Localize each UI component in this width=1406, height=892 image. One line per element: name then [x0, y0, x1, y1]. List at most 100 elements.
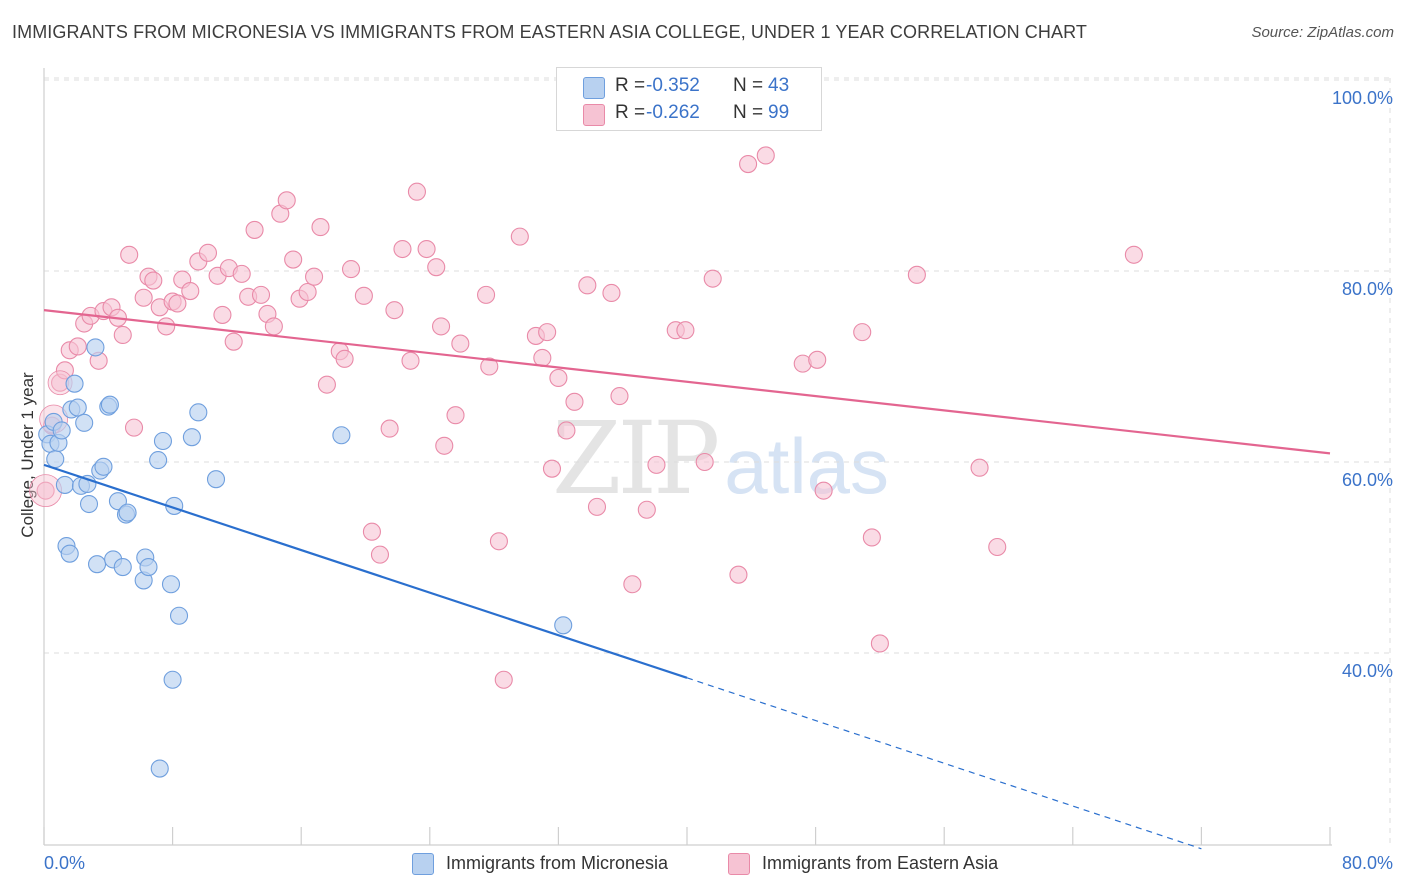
- legend-n-label: N =: [733, 102, 764, 123]
- legend-r-value: -0.262: [646, 102, 700, 123]
- data-point-eastern-asia: [587, 497, 607, 516]
- data-point-micronesia: [75, 413, 94, 432]
- data-point-micronesia: [554, 616, 573, 635]
- data-point-eastern-asia: [120, 245, 139, 264]
- data-point-micronesia: [139, 557, 158, 577]
- data-point-eastern-asia: [756, 146, 775, 165]
- data-point-eastern-asia: [862, 528, 881, 547]
- data-point-eastern-asia: [181, 282, 200, 301]
- y-tick-label: 40.0%: [1342, 661, 1393, 681]
- data-point-eastern-asia: [549, 368, 568, 388]
- data-point-eastern-asia: [198, 243, 218, 262]
- data-point-eastern-asia: [602, 283, 621, 303]
- y-tick-label: 80.0%: [1342, 279, 1393, 299]
- data-point-eastern-asia: [168, 294, 187, 313]
- data-point-eastern-asia: [1124, 245, 1143, 264]
- watermark: ZIP atlas: [552, 400, 889, 517]
- data-point-eastern-asia: [676, 321, 695, 340]
- data-point-micronesia: [65, 374, 84, 393]
- legend-label-eastern-asia: Immigrants from Eastern Asia: [762, 853, 999, 873]
- data-point-eastern-asia: [432, 317, 451, 336]
- axes: [43, 68, 1332, 846]
- x-tick-label: 0.0%: [44, 853, 85, 873]
- data-point-eastern-asia: [224, 332, 243, 351]
- legend-n-value: 99: [768, 102, 790, 123]
- data-point-micronesia: [206, 470, 226, 489]
- data-point-micronesia: [118, 503, 137, 522]
- data-point-eastern-asia: [264, 317, 283, 336]
- data-point-eastern-asia: [213, 305, 232, 324]
- data-point-eastern-asia: [729, 565, 748, 584]
- data-point-eastern-asia: [68, 337, 87, 356]
- data-point-eastern-asia: [647, 455, 666, 474]
- legend-n-value: 43: [768, 75, 790, 96]
- data-point-eastern-asia: [477, 285, 496, 304]
- data-point-micronesia: [60, 544, 79, 563]
- data-point-micronesia: [169, 606, 189, 625]
- data-point-eastern-asia: [637, 500, 656, 519]
- legend-swatch-eastern-asia: [583, 104, 605, 126]
- data-point-eastern-asia: [489, 532, 508, 551]
- data-point-eastern-asia: [385, 301, 404, 320]
- data-point-micronesia: [79, 494, 99, 514]
- data-point-micronesia: [161, 575, 181, 594]
- data-point-eastern-asia: [907, 265, 926, 284]
- trend-lines: [43, 309, 1331, 850]
- tick-labels: 40.0% 60.0% 80.0% 100.0% 0.0% 80.0%: [44, 88, 1393, 873]
- data-point-eastern-asia: [113, 325, 132, 345]
- data-point-eastern-asia: [317, 375, 336, 394]
- legend-r-value: -0.352: [646, 75, 700, 96]
- source-label: Source: ZipAtlas.com: [1251, 24, 1394, 41]
- data-point-eastern-asia: [157, 317, 176, 336]
- data-point-eastern-asia: [232, 264, 251, 283]
- data-point-eastern-asia: [251, 285, 271, 304]
- data-point-micronesia: [87, 555, 107, 574]
- data-point-eastern-asia: [354, 286, 373, 305]
- chart-title: IMMIGRANTS FROM MICRONESIA VS IMMIGRANTS…: [12, 22, 1087, 42]
- data-point-micronesia: [332, 426, 351, 445]
- data-point-micronesia: [86, 338, 105, 357]
- trend-line-micronesia-extension: [686, 677, 1202, 850]
- data-point-eastern-asia: [427, 258, 446, 277]
- data-point-eastern-asia: [435, 436, 454, 455]
- legend-label-micronesia: Immigrants from Micronesia: [446, 853, 669, 873]
- data-point-eastern-asia: [134, 288, 153, 307]
- y-tick-label: 100.0%: [1332, 88, 1393, 108]
- data-point-eastern-asia: [494, 670, 513, 689]
- data-point-eastern-asia: [610, 387, 629, 406]
- y-tick-label: 60.0%: [1342, 470, 1393, 490]
- data-point-micronesia: [55, 475, 74, 494]
- data-point-eastern-asia: [446, 406, 465, 425]
- data-point-eastern-asia: [808, 350, 827, 369]
- data-point-eastern-asia: [510, 227, 529, 246]
- data-point-eastern-asia: [335, 349, 354, 368]
- data-point-micronesia: [163, 670, 182, 689]
- watermark-atlas: atlas: [724, 422, 890, 510]
- data-point-eastern-asia: [341, 260, 361, 279]
- series-micronesia-points: [38, 338, 573, 778]
- data-point-eastern-asia: [988, 537, 1007, 557]
- legend-swatch-eastern-asia: [728, 853, 750, 875]
- data-point-eastern-asia: [578, 276, 597, 295]
- data-point-micronesia: [52, 421, 71, 440]
- data-point-micronesia: [149, 451, 168, 470]
- data-point-eastern-asia: [305, 267, 324, 286]
- data-point-micronesia: [153, 431, 173, 451]
- legend-swatch-micronesia: [412, 853, 434, 875]
- x-tick-label: 80.0%: [1342, 853, 1393, 873]
- data-point-eastern-asia: [565, 392, 584, 411]
- data-point-eastern-asia: [451, 334, 470, 353]
- data-point-eastern-asia: [401, 351, 420, 370]
- data-point-micronesia: [113, 557, 132, 577]
- data-point-eastern-asia: [407, 182, 426, 201]
- data-point-eastern-asia: [623, 575, 642, 594]
- data-point-eastern-asia: [870, 634, 889, 653]
- legend-swatch-micronesia: [583, 77, 605, 99]
- data-point-eastern-asia: [853, 323, 872, 342]
- data-point-eastern-asia: [36, 481, 55, 500]
- data-point-micronesia: [182, 428, 201, 447]
- data-point-eastern-asia: [703, 269, 722, 288]
- data-point-micronesia: [189, 403, 208, 422]
- data-point-eastern-asia: [393, 239, 412, 259]
